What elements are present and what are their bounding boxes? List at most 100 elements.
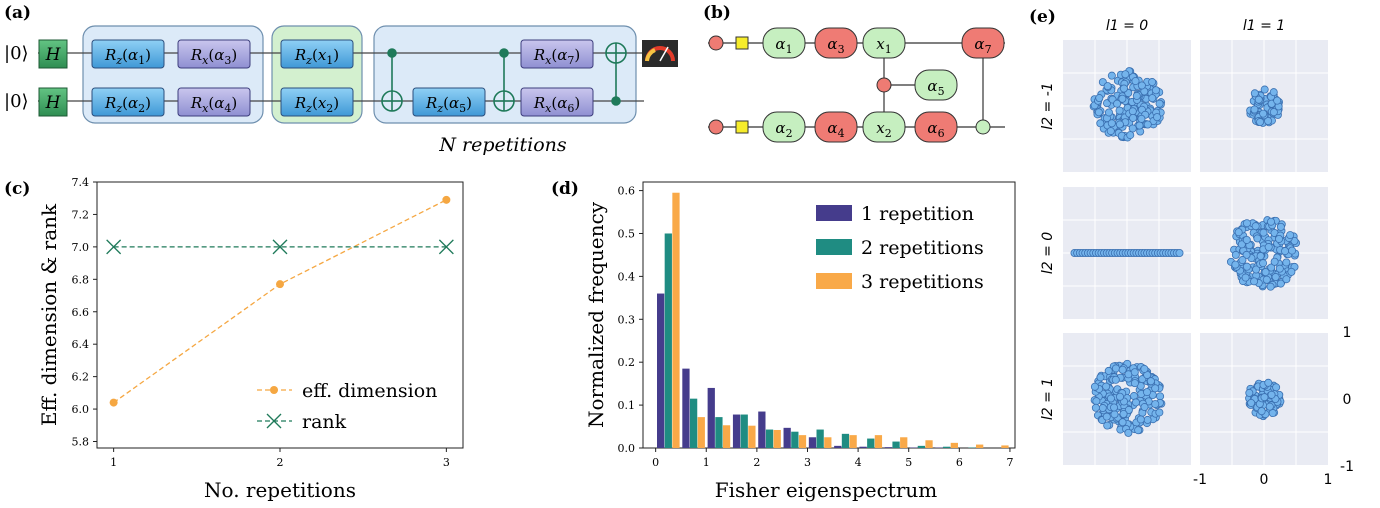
scatter-point (1143, 120, 1152, 129)
scatter-point (1262, 275, 1271, 284)
scatter-xtick-label: 1 (1324, 472, 1333, 488)
svg-text:α3: α3 (827, 35, 844, 56)
encoding-node-1 (735, 36, 749, 50)
chart-d-bar (808, 437, 817, 448)
scatter-xtick-label: -1 (1193, 472, 1207, 488)
chart-c-ytick-label: 6.4 (72, 338, 90, 351)
scatter-point (1151, 400, 1160, 409)
scatter-point (1094, 108, 1103, 117)
scatter-point (1118, 365, 1127, 374)
scatter-point (1111, 364, 1120, 373)
chart-d-bar (715, 417, 723, 448)
scatter-point (1267, 263, 1276, 272)
scatter-point (1129, 113, 1138, 122)
chart-d-bar (707, 387, 715, 448)
chart-c-ytick-label: 5.8 (72, 436, 90, 449)
scatter-point (1115, 120, 1124, 129)
scatter-cell (1200, 333, 1328, 465)
scatter-point (1106, 394, 1115, 403)
chart-d-bar (682, 368, 690, 448)
chart-d-xtick-label: 2 (753, 456, 760, 469)
chart-d-bar (859, 446, 867, 448)
chart-d-bar (867, 438, 875, 448)
svg-text:Rz(α5): Rz(α5) (425, 94, 472, 115)
scatter-point (1130, 368, 1139, 377)
chart-d-bar (657, 293, 665, 448)
repetitions-label: N repetitions (438, 134, 566, 156)
ket-0-top: |0⟩ (4, 43, 29, 64)
scatter-point (1250, 105, 1259, 114)
scatter-point (1104, 108, 1113, 117)
chart-c-point-eff-dimension (442, 195, 451, 204)
chart-c-xlabel: No. repetitions (204, 478, 356, 502)
scatter-xtick-label: 0 (1260, 472, 1269, 488)
chart-d-ylabel: Normalized frequency (584, 201, 608, 428)
chart-d-bar (841, 433, 850, 448)
scatter-point (1282, 258, 1291, 267)
chart-d-bar (722, 425, 731, 448)
chart-d-bar (1001, 445, 1009, 448)
gate-rz-x2: Rz(x2) (280, 87, 354, 117)
scatter-point (1132, 91, 1141, 100)
scatter-point (1091, 403, 1100, 412)
node-alpha1: α1 (762, 27, 806, 59)
scatter-point (1245, 388, 1254, 397)
scatter-point (1102, 382, 1111, 391)
scatter-grid: l1 = 0 l1 = 1 l2 = -1 l2 = 0 l2 = 1 -1 0 1 1 0 -1 (1040, 18, 1354, 488)
scatter-point (1119, 84, 1128, 93)
gate-rx-alpha6: Rx(α6) (520, 87, 594, 117)
scatter-row-label: l2 = -1 (1040, 82, 1056, 129)
chart-d-ytick-label: 0.3 (618, 313, 636, 326)
scatter-point (1267, 390, 1276, 399)
scatter-point (1282, 275, 1291, 284)
scatter-point (1103, 82, 1112, 91)
hadamard-label-2: H (45, 93, 62, 113)
scatter-point (1136, 415, 1145, 424)
chart-d-ytick-label: 0.5 (618, 227, 636, 240)
scatter-point (1121, 70, 1130, 79)
panel-b-label: (b) (703, 3, 731, 23)
chart-d-bar (697, 417, 705, 448)
chart-d-bar (824, 437, 832, 448)
scatter-point (1124, 405, 1133, 414)
gate-rx-alpha4: Rx(α4) (177, 87, 251, 117)
panel-b: (b) α1 α3 x1 α7 α5 α2 α4 x2 α6 (703, 3, 1005, 143)
scatter-point (1151, 86, 1160, 95)
panel-e-label: (e) (1029, 7, 1056, 27)
svg-text:Rx(α3): Rx(α3) (190, 46, 237, 67)
scatter-point (1231, 250, 1240, 259)
output-node (975, 119, 991, 135)
measurement-meter-icon (642, 40, 678, 67)
scatter-point (1265, 402, 1274, 411)
svg-text:x2: x2 (876, 119, 891, 140)
scatter-point (1253, 234, 1262, 243)
scatter-point (1111, 375, 1120, 384)
input-node-1 (708, 35, 724, 51)
chart-d-legend-label: 3 repetitions (861, 271, 984, 293)
scatter-point (1237, 240, 1246, 249)
chart-c-xtick-label: 3 (443, 456, 450, 469)
gate-rx-alpha3: Rx(α3) (177, 39, 251, 69)
chart-d-ytick-label: 0.6 (618, 185, 636, 198)
scatter-point (1110, 403, 1119, 412)
scatter-point (1175, 248, 1184, 257)
scatter-point (1128, 107, 1137, 116)
chart-d-bar (765, 429, 774, 448)
scatter-point (1155, 408, 1164, 417)
scatter-point (1130, 379, 1139, 388)
scatter-point (1242, 219, 1251, 228)
chart-d-ytick-label: 0.0 (618, 442, 636, 455)
svg-text:Rz(α1): Rz(α1) (104, 46, 151, 67)
chart-d-bar (917, 445, 926, 448)
rank-marker-stroke (438, 239, 454, 255)
scatter-point (1118, 418, 1127, 427)
scatter-point (1156, 392, 1165, 401)
gate-rx-alpha7: Rx(α7) (520, 39, 594, 69)
scatter-point (1231, 260, 1240, 269)
chart-c-ytick-label: 7.4 (72, 176, 90, 189)
scatter-point (1242, 250, 1251, 259)
panel-e: (e) l1 = 0 l1 = 1 l2 = -1 l2 = 0 l2 = 1 -1 0 1 1… (1029, 7, 1354, 488)
scatter-point (1266, 282, 1275, 291)
svg-text:Rz(α2): Rz(α2) (104, 94, 151, 115)
